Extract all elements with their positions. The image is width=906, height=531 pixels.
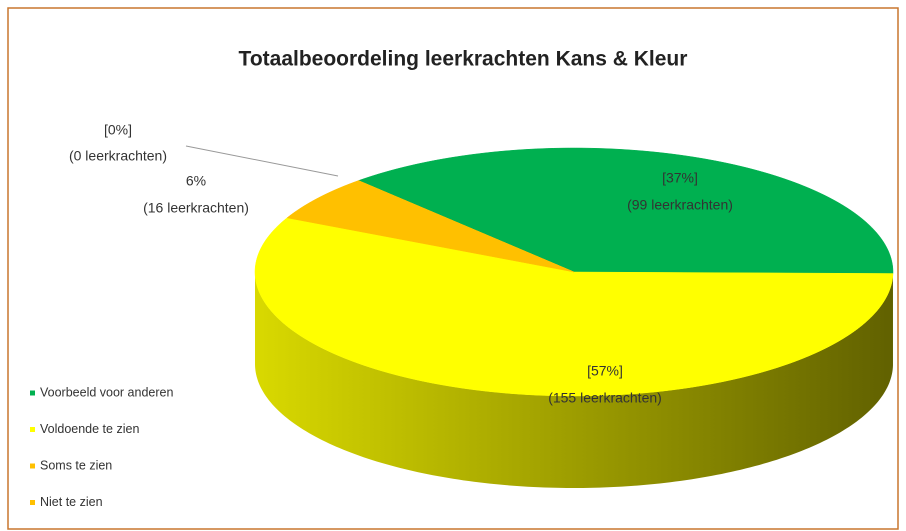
legend-swatch xyxy=(30,390,35,396)
legend-label: Voldoende te zien xyxy=(40,422,139,436)
legend-label: Soms te zien xyxy=(40,458,112,472)
pie-slice xyxy=(358,180,575,273)
pie-side xyxy=(255,272,893,488)
data-label-count: (16 leerkrachten) xyxy=(143,200,249,216)
legend-swatch xyxy=(30,427,35,432)
data-label: [0%] xyxy=(104,122,132,138)
data-label: [57%] xyxy=(587,363,623,379)
legend-swatch xyxy=(30,500,35,505)
legend-label: Niet te zien xyxy=(40,495,103,509)
leader-line xyxy=(185,145,339,177)
chart-title: Totaalbeoordeling leerkrachten Kans & Kl… xyxy=(239,48,688,71)
data-label: 6% xyxy=(186,173,206,189)
pie-slice xyxy=(357,147,894,274)
legend-label: Voorbeeld voor anderen xyxy=(40,385,173,399)
pie-slice xyxy=(254,217,894,397)
data-label-count: (0 leerkrachten) xyxy=(69,148,167,164)
data-label: [37%] xyxy=(662,170,698,186)
pie-slice xyxy=(286,180,575,273)
data-label-count: (155 leerkrachten) xyxy=(548,390,662,406)
data-label-count: (99 leerkrachten) xyxy=(627,197,733,213)
legend-swatch xyxy=(30,463,35,469)
